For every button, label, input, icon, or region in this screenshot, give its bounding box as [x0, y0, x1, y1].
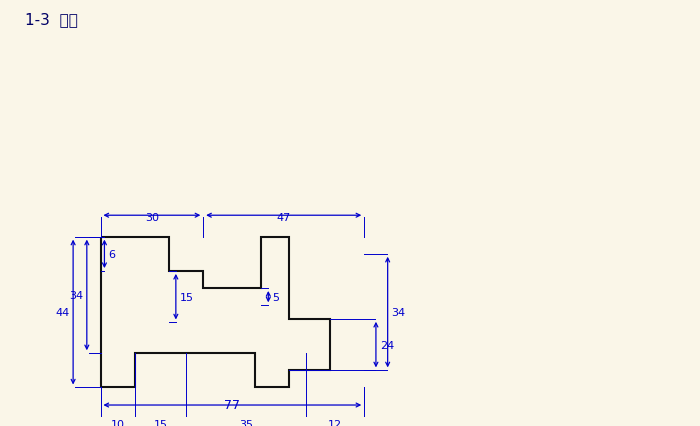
Text: 15: 15 [153, 418, 167, 426]
Text: 34: 34 [69, 290, 83, 300]
Text: 24: 24 [380, 340, 394, 350]
Text: 30: 30 [145, 213, 159, 223]
Text: 6: 6 [108, 249, 116, 259]
Text: 47: 47 [276, 213, 290, 223]
Text: 10: 10 [111, 418, 125, 426]
Text: 1-3  图：: 1-3 图： [25, 12, 78, 27]
Text: 15: 15 [180, 292, 194, 302]
Text: 35: 35 [239, 418, 253, 426]
Text: 5: 5 [272, 292, 279, 302]
Text: 34: 34 [391, 307, 406, 317]
Text: 44: 44 [55, 307, 69, 317]
Text: 77: 77 [225, 398, 240, 411]
Text: 12: 12 [328, 418, 342, 426]
